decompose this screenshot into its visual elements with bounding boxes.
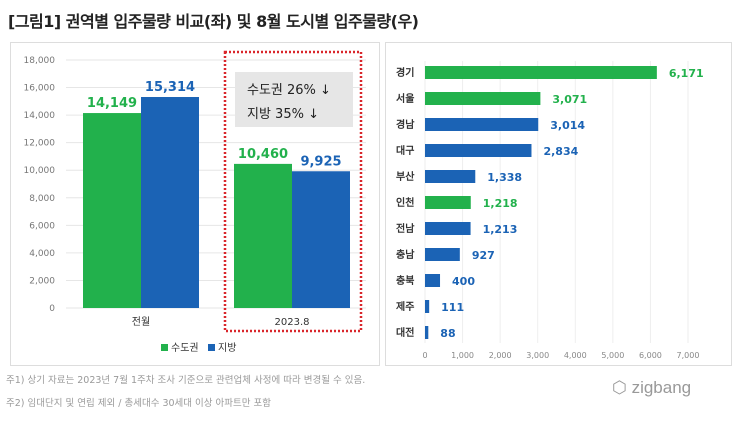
- y-category-label: 전남: [396, 222, 415, 235]
- zigbang-logo: ⬡ zigbang: [612, 378, 691, 398]
- y-tick-label: 6,000: [29, 221, 55, 231]
- x-tick-label: 7,000: [677, 351, 700, 360]
- bar-부산: [425, 170, 476, 183]
- y-tick-label: 0: [49, 304, 55, 314]
- highlight-box: [223, 50, 363, 333]
- data-label: 400: [452, 275, 475, 288]
- bar-대구: [425, 144, 532, 157]
- figure-title: [그림1] 권역별 입주물량 비교(좌) 및 8월 도시별 입주물량(우): [8, 12, 419, 31]
- x-tick-label: 1,000: [451, 351, 474, 360]
- bar-sudogwon: [234, 163, 292, 308]
- data-label: 1,338: [487, 171, 522, 184]
- data-label: 88: [440, 327, 455, 340]
- data-label: 3,014: [550, 119, 585, 132]
- legend-sudogwon: 수도권: [171, 342, 199, 354]
- bar-경기: [425, 66, 657, 79]
- bar-대전: [425, 326, 429, 339]
- x-tick-label: 6,000: [639, 351, 662, 360]
- data-label: 111: [441, 301, 464, 314]
- y-tick-label: 10,000: [24, 166, 56, 176]
- legend-swatch-jibang: [208, 344, 215, 351]
- annotation-box: [235, 72, 353, 127]
- y-category-label: 대구: [396, 144, 414, 157]
- right-chart-panel: 0 1,000 2,000 3,000 4,000 5,000 6,000 7,000 경기 6,…: [385, 42, 732, 366]
- y-tick-label: 12,000: [24, 139, 56, 149]
- y-tick-label: 14,000: [24, 111, 56, 121]
- data-label: 6,171: [669, 67, 704, 80]
- bar-jibang: [292, 171, 350, 308]
- bar-sudogwon: [83, 113, 141, 308]
- y-category-label: 충북: [396, 274, 414, 287]
- bar-전남: [425, 222, 471, 235]
- y-category-label: 충남: [396, 248, 415, 261]
- y-tick-label: 16,000: [24, 84, 56, 94]
- logo-text: zigbang: [631, 378, 692, 397]
- bar-인천: [425, 196, 471, 209]
- y-tick-label: 2,000: [29, 276, 55, 286]
- data-label: 927: [472, 249, 495, 262]
- logo-icon: ⬡: [612, 378, 627, 397]
- x-tick-label: 3,000: [526, 351, 549, 360]
- x-tick-label: 5,000: [601, 351, 624, 360]
- left-chart-panel: 0 2,000 4,000 6,000 8,000 10,000 12,000 14,000 1…: [10, 42, 380, 366]
- y-category-label: 대전: [396, 326, 414, 339]
- annotation-sudogwon: 수도권 26% ↓: [247, 83, 331, 98]
- footnote-1: 주1) 상기 자료는 2023년 7월 1주차 조사 기준으로 관련업체 사정에…: [6, 375, 366, 386]
- annotation-jibang: 지방 35% ↓: [247, 107, 319, 122]
- data-label: 14,149: [87, 96, 137, 111]
- y-category-label: 경기: [396, 66, 414, 79]
- data-label: 9,925: [300, 154, 341, 169]
- bar-경남: [425, 118, 539, 131]
- bar-서울: [425, 92, 541, 105]
- x-tick-label: 2023.8: [275, 317, 310, 328]
- data-label: 3,071: [552, 93, 587, 106]
- legend-swatch-sudogwon: [161, 344, 168, 351]
- data-label: 2,834: [543, 145, 578, 158]
- data-label: 15,314: [145, 80, 195, 95]
- y-category-label: 경남: [396, 118, 415, 131]
- footnote-2: 주2) 임대단지 및 연립 제외 / 총세대수 30세대 이상 아파트만 포함: [6, 398, 271, 409]
- right-chart: 0 1,000 2,000 3,000 4,000 5,000 6,000 7,000 경기 6,…: [396, 61, 704, 360]
- y-tick-label: 4,000: [29, 249, 55, 259]
- bar-충북: [425, 274, 441, 287]
- data-label: 1,218: [483, 197, 518, 210]
- bar-충남: [425, 248, 460, 261]
- legend-jibang: 지방: [218, 342, 236, 354]
- left-chart: 0 2,000 4,000 6,000 8,000 10,000 12,000 14,000 1…: [24, 50, 366, 354]
- x-tick-label: 전월: [132, 316, 150, 328]
- y-category-label: 서울: [396, 92, 414, 105]
- y-category-label: 인천: [396, 196, 414, 209]
- data-label: 1,213: [483, 223, 518, 236]
- bar-제주: [425, 300, 430, 313]
- x-tick-label: 4,000: [564, 351, 587, 360]
- bar-jibang: [141, 97, 199, 308]
- y-category-label: 제주: [396, 300, 414, 313]
- x-tick-label: 0: [422, 351, 427, 360]
- y-tick-label: 18,000: [24, 56, 56, 66]
- y-tick-label: 8,000: [29, 194, 55, 204]
- y-category-label: 부산: [396, 170, 415, 183]
- data-label: 10,460: [238, 147, 288, 162]
- x-tick-label: 2,000: [489, 351, 512, 360]
